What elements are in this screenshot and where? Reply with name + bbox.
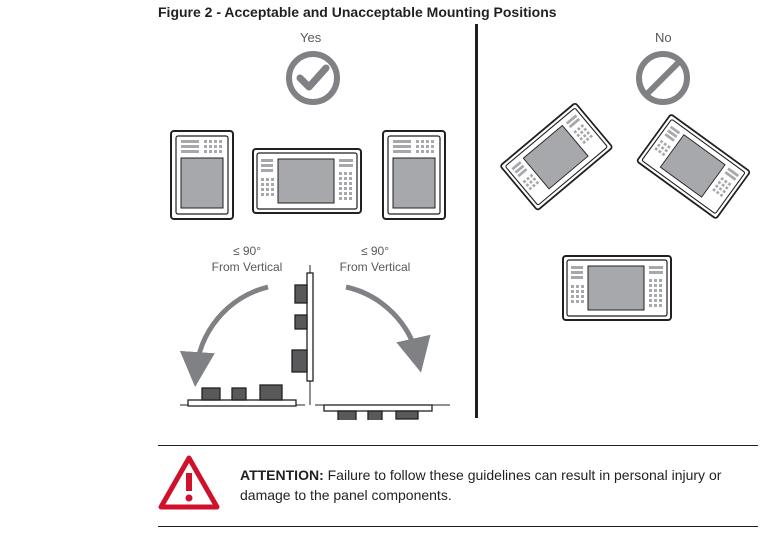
yes-column-label: Yes (300, 30, 321, 45)
tilt-diagram (160, 255, 460, 425)
prohibit-icon (635, 50, 691, 111)
checkmark-icon (285, 50, 341, 111)
no-column-label: No (655, 30, 672, 45)
attention-text: ATTENTION: Failure to follow these guide… (240, 455, 758, 506)
attention-block: ATTENTION: Failure to follow these guide… (158, 455, 758, 516)
panel-rotated-icon (498, 101, 618, 217)
column-divider (475, 24, 478, 418)
figure-title: Figure 2 - Acceptable and Unacceptable M… (158, 4, 557, 20)
panel-landscape-icon (562, 255, 672, 326)
divider-top (158, 445, 758, 446)
panel-portrait-icon (382, 130, 446, 225)
panel-landscape-icon (252, 148, 362, 219)
warning-triangle-icon (158, 455, 220, 516)
attention-label: ATTENTION: (240, 467, 324, 483)
panel-portrait-icon (170, 130, 234, 225)
divider-bottom (158, 526, 758, 527)
panel-rotated-icon (632, 112, 752, 225)
